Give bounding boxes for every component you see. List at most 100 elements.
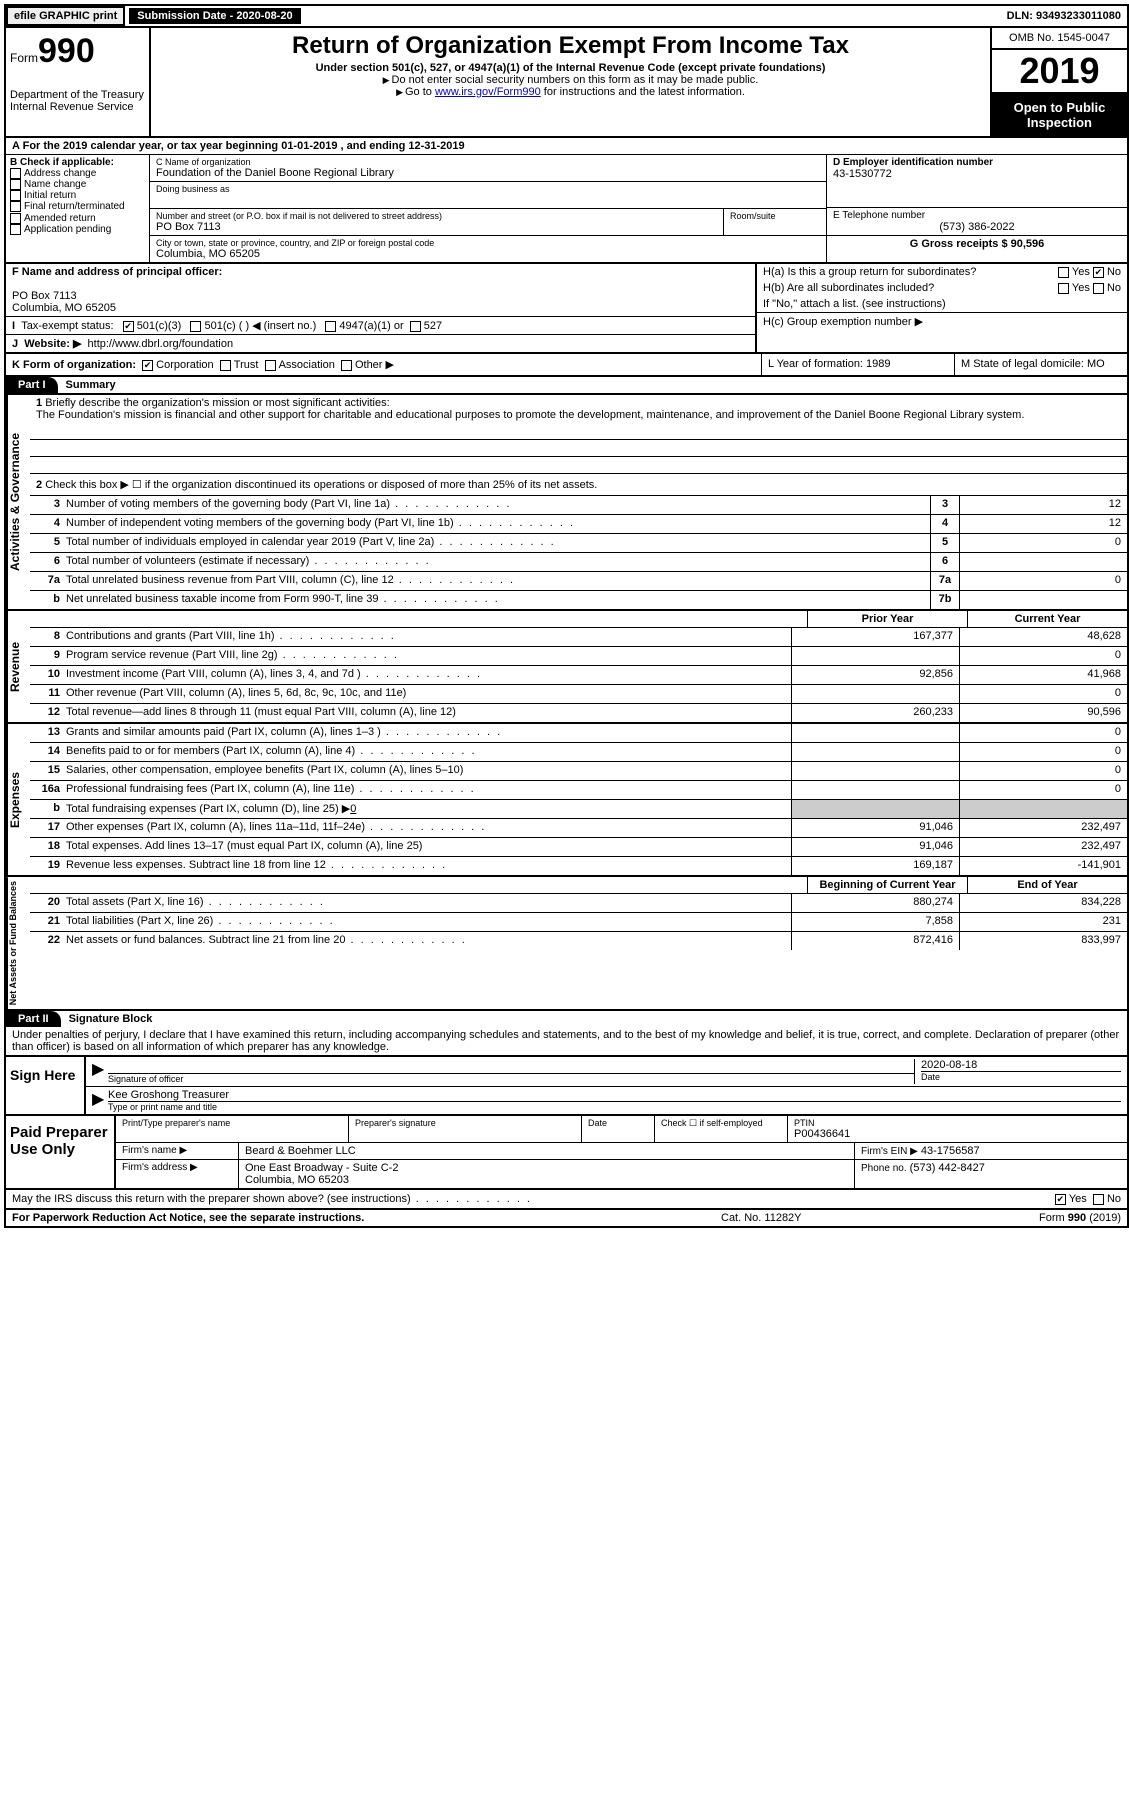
dept-treasury: Department of the Treasury xyxy=(10,89,145,101)
v4: 12 xyxy=(959,515,1127,533)
chk-app-pending[interactable]: Application pending xyxy=(10,224,145,235)
header-left: Form990 Department of the Treasury Inter… xyxy=(6,28,151,136)
vtab-net: Net Assets or Fund Balances xyxy=(6,877,30,1009)
firm-phone-cell: Phone no. (573) 442-8427 xyxy=(855,1160,1127,1188)
goto-note: Go to www.irs.gov/Form990 for instructio… xyxy=(157,86,984,98)
form990-link[interactable]: www.irs.gov/Form990 xyxy=(435,86,541,98)
sig-officer-label: Signature of officer xyxy=(108,1074,914,1084)
c16b xyxy=(959,800,1127,818)
firm-addr-label: Firm's address ▶ xyxy=(116,1160,239,1188)
sign-here-label: Sign Here xyxy=(6,1057,86,1114)
chk-other[interactable]: Other ▶ xyxy=(341,359,394,371)
row-a-text: For the 2019 calendar year, or tax year … xyxy=(23,140,465,152)
sig-name-row: ▶ Kee Groshong Treasurer Type or print n… xyxy=(86,1087,1127,1114)
q7a: Total unrelated business revenue from Pa… xyxy=(62,572,930,590)
m-domicile: M State of legal domicile: MO xyxy=(955,354,1127,375)
prep-date-hdr: Date xyxy=(582,1116,655,1142)
chk-initial-return[interactable]: Initial return xyxy=(10,190,145,201)
q7b: Net unrelated business taxable income fr… xyxy=(62,591,930,609)
ein-value: 43-1530772 xyxy=(833,168,1121,180)
discuss-yes[interactable]: Yes xyxy=(1055,1193,1087,1205)
p16b xyxy=(791,800,959,818)
chk-corporation[interactable]: Corporation xyxy=(142,359,213,371)
form-header: Form990 Department of the Treasury Inter… xyxy=(6,28,1127,138)
p11 xyxy=(791,685,959,703)
phone-label2: Phone no. xyxy=(861,1163,907,1174)
vtab-revenue: Revenue xyxy=(6,611,30,722)
chk-527[interactable]: 527 xyxy=(410,320,442,332)
line-20: 20Total assets (Part X, line 16)880,2748… xyxy=(30,894,1127,913)
h-b-note: If "No," attach a list. (see instruction… xyxy=(757,296,1127,313)
b-label: B Check if applicable: xyxy=(10,157,145,168)
line-15: 15Salaries, other compensation, employee… xyxy=(30,762,1127,781)
footer-left: For Paperwork Reduction Act Notice, see … xyxy=(12,1212,721,1224)
vtab-expenses: Expenses xyxy=(6,724,30,875)
q2-text: Check this box ▶ ☐ if the organization d… xyxy=(45,479,597,491)
e21: 231 xyxy=(959,913,1127,931)
dba-label: Doing business as xyxy=(156,184,820,194)
c19: -141,901 xyxy=(959,857,1127,875)
line-3: 3Number of voting members of the governi… xyxy=(30,496,1127,515)
p16a xyxy=(791,781,959,799)
hb-yes[interactable]: Yes xyxy=(1058,282,1090,294)
c17: 232,497 xyxy=(959,819,1127,837)
p17: 91,046 xyxy=(791,819,959,837)
chk-address-change[interactable]: Address change xyxy=(10,168,145,179)
l20: Total assets (Part X, line 16) xyxy=(62,894,791,912)
line-11: 11Other revenue (Part VIII, column (A), … xyxy=(30,685,1127,704)
section-revenue: Revenue Prior Year Current Year 8Contrib… xyxy=(6,611,1127,724)
ptin-label: PTIN xyxy=(794,1118,1121,1128)
b22: 872,416 xyxy=(791,932,959,950)
l14: Benefits paid to or for members (Part IX… xyxy=(62,743,791,761)
section-net-assets: Net Assets or Fund Balances Beginning of… xyxy=(6,877,1127,1011)
b21: 7,858 xyxy=(791,913,959,931)
line-14: 14Benefits paid to or for members (Part … xyxy=(30,743,1127,762)
ha-yes[interactable]: Yes xyxy=(1058,266,1090,278)
firm-label: Firm's name ▶ xyxy=(116,1143,239,1159)
dba-cell: Doing business as xyxy=(150,182,826,209)
hb-no[interactable]: No xyxy=(1093,282,1121,294)
efile-print-button[interactable]: efile GRAPHIC print xyxy=(6,6,125,26)
sig-name-cell: Kee Groshong Treasurer Type or print nam… xyxy=(108,1089,1121,1112)
footer-mid: Cat. No. 11282Y xyxy=(721,1212,921,1224)
paid-preparer-block: Paid Preparer Use Only Print/Type prepar… xyxy=(6,1116,1127,1190)
prep-row-2: Firm's name ▶ Beard & Boehmer LLC Firm's… xyxy=(116,1143,1127,1160)
e20: 834,228 xyxy=(959,894,1127,912)
sig-name: Kee Groshong Treasurer xyxy=(108,1089,1121,1102)
phone-label: E Telephone number xyxy=(833,210,1121,221)
j-website: J Website: ▶ http://www.dbrl.org/foundat… xyxy=(6,335,755,352)
line-6: 6Total number of volunteers (estimate if… xyxy=(30,553,1127,572)
website-url: http://www.dbrl.org/foundation xyxy=(88,338,234,350)
e22: 833,997 xyxy=(959,932,1127,950)
firm-ein: 43-1756587 xyxy=(921,1145,980,1157)
governance-body: 1 Briefly describe the organization's mi… xyxy=(30,395,1127,609)
h-b: H(b) Are all subordinates included? Yes … xyxy=(757,280,1127,296)
chk-amended-return[interactable]: Amended return xyxy=(10,213,145,224)
q5: Total number of individuals employed in … xyxy=(62,534,930,552)
street-value: PO Box 7113 xyxy=(156,221,717,233)
chk-final-return[interactable]: Final return/terminated xyxy=(10,201,145,212)
line-17: 17Other expenses (Part IX, column (A), l… xyxy=(30,819,1127,838)
part1-tag: Part I xyxy=(6,377,58,393)
col-d-e-g: D Employer identification number 43-1530… xyxy=(826,155,1127,262)
chk-name-change[interactable]: Name change xyxy=(10,179,145,190)
chk-4947[interactable]: 4947(a)(1) or xyxy=(325,320,403,332)
col-current: Current Year xyxy=(967,611,1127,627)
form-label: Form xyxy=(10,51,38,65)
ha-no[interactable]: No xyxy=(1093,266,1121,278)
line-16b: bTotal fundraising expenses (Part IX, co… xyxy=(30,800,1127,819)
l17: Other expenses (Part IX, column (A), lin… xyxy=(62,819,791,837)
v7b xyxy=(959,591,1127,609)
public-inspection: Open to Public Inspection xyxy=(992,94,1127,136)
chk-501c[interactable]: 501(c) ( ) ◀ (insert no.) xyxy=(190,320,316,332)
line-21: 21Total liabilities (Part X, line 26)7,8… xyxy=(30,913,1127,932)
section-activities-governance: Activities & Governance 1 Briefly descri… xyxy=(6,393,1127,611)
discuss-no[interactable]: No xyxy=(1093,1193,1121,1205)
net-header: Beginning of Current Year End of Year xyxy=(30,877,1127,894)
c18: 232,497 xyxy=(959,838,1127,856)
chk-association[interactable]: Association xyxy=(265,359,335,371)
firm-addr2: Columbia, MO 65203 xyxy=(245,1174,848,1186)
hb-label: H(b) Are all subordinates included? xyxy=(763,282,934,294)
chk-501c3[interactable]: 501(c)(3) xyxy=(123,320,182,332)
chk-trust[interactable]: Trust xyxy=(220,359,259,371)
